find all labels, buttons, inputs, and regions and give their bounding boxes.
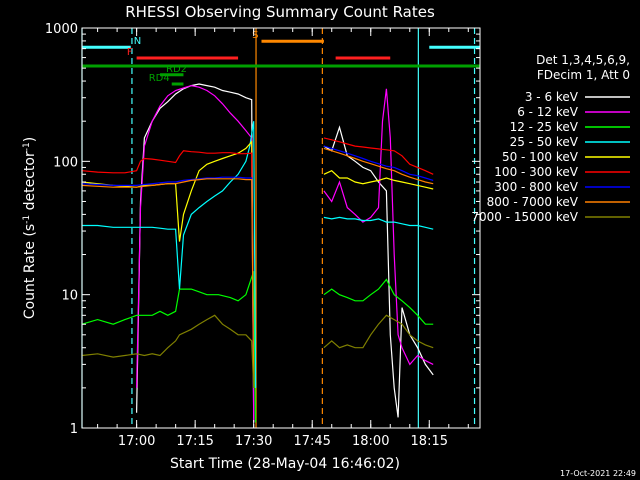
flag-label: F (127, 47, 133, 58)
series-line (81, 150, 255, 388)
legend-label: 12 - 25 keV (510, 120, 579, 134)
chart-title: RHESSI Observing Summary Count Rates (125, 3, 435, 21)
series-line (323, 145, 434, 181)
series-line (323, 169, 434, 190)
y-axis-label: Count Rate (s-1 detector-1) (22, 137, 38, 319)
series-line (81, 176, 255, 388)
legend-label: 7000 - 15000 keV (471, 210, 578, 224)
x-tick-label: 18:15 (411, 434, 448, 449)
y-axis-label-part: detector (22, 151, 38, 215)
legend-label: 800 - 7000 keV (487, 195, 579, 209)
x-tick-label: 17:15 (176, 434, 213, 449)
y-axis-label-sup: -1 (22, 215, 32, 224)
x-tick-label: 17:30 (235, 434, 272, 449)
legend-label: 50 - 100 keV (502, 150, 579, 164)
x-axis: 17:00 17:15 17:30 17:45 18:00 18:15 (97, 28, 469, 449)
flag-label: RD4 (149, 73, 170, 84)
y-tick-label: 100 (53, 155, 78, 170)
x-tick-label: 17:45 (293, 434, 330, 449)
series-line (323, 147, 434, 185)
series-line (136, 84, 255, 423)
legend-label: 3 - 6 keV (525, 90, 579, 104)
legend: Det 1,3,4,5,6,9, FDecim 1, Att 0 3 - 6 k… (471, 53, 630, 224)
series-line (323, 314, 434, 349)
series-line (323, 137, 434, 175)
legend-header-line: Det 1,3,4,5,6,9, (536, 53, 630, 67)
y-axis-label-part: Count Rate (s (22, 224, 38, 319)
series-line (81, 271, 257, 423)
y-tick-label: 1000 (45, 22, 78, 37)
legend-header-line: FDecim 1, Att 0 (537, 68, 630, 82)
series-line (81, 178, 255, 388)
flag-label: N (134, 36, 141, 47)
y-axis: 1 10 100 1000 (45, 22, 480, 437)
x-axis-label: Start Time (28-May-04 16:46:02) (170, 456, 400, 472)
series-line (323, 216, 434, 230)
series-line (323, 125, 434, 418)
series-line (81, 314, 255, 388)
legend-label: 300 - 800 keV (494, 180, 578, 194)
series-line (323, 278, 434, 325)
legend-label: 6 - 12 keV (517, 105, 579, 119)
series-line (323, 88, 434, 366)
series-line (82, 121, 257, 388)
timestamp: 17-Oct-2021 22:49 (560, 469, 636, 478)
x-tick-label: 17:00 (118, 434, 155, 449)
x-tick-label: 18:00 (352, 434, 389, 449)
series-line (136, 83, 255, 423)
legend-label: 100 - 300 keV (494, 165, 578, 179)
y-tick-label: 1 (70, 422, 78, 437)
y-axis-label-sup: -1 (22, 142, 32, 151)
flag-label: S (252, 30, 258, 41)
plot-frame (81, 27, 481, 429)
legend-label: 25 - 50 keV (510, 135, 579, 149)
y-tick-label: 10 (61, 289, 78, 304)
y-axis-label-part: ) (22, 137, 38, 142)
flag-label: RD2 (166, 64, 187, 75)
